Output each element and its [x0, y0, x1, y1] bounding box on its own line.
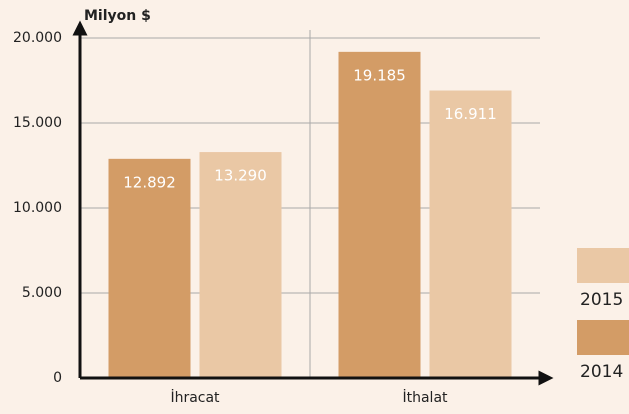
y-tick-label: 20.000 [13, 30, 62, 46]
value-label: 13.290 [214, 167, 267, 185]
legend-label: 2015 [580, 290, 623, 310]
axis-label: Milyon $ [84, 8, 151, 24]
legend-label: 2014 [580, 362, 623, 382]
x-tick-label: İhracat [170, 388, 220, 406]
y-tick-label: 5.000 [22, 285, 62, 301]
bar [108, 158, 191, 378]
value-label: 19.185 [353, 66, 406, 84]
y-tick-label: 15.000 [13, 115, 62, 131]
legend-swatch [577, 248, 629, 283]
y-tick-label: 0 [53, 370, 62, 386]
x-tick-label: İthalat [402, 388, 448, 406]
value-label: 16.911 [444, 105, 497, 123]
value-label: 12.892 [123, 173, 176, 191]
bar [199, 152, 282, 378]
bar [338, 51, 421, 378]
bar [429, 90, 512, 378]
legend-swatch [577, 320, 629, 355]
y-tick-label: 10.000 [13, 200, 62, 216]
